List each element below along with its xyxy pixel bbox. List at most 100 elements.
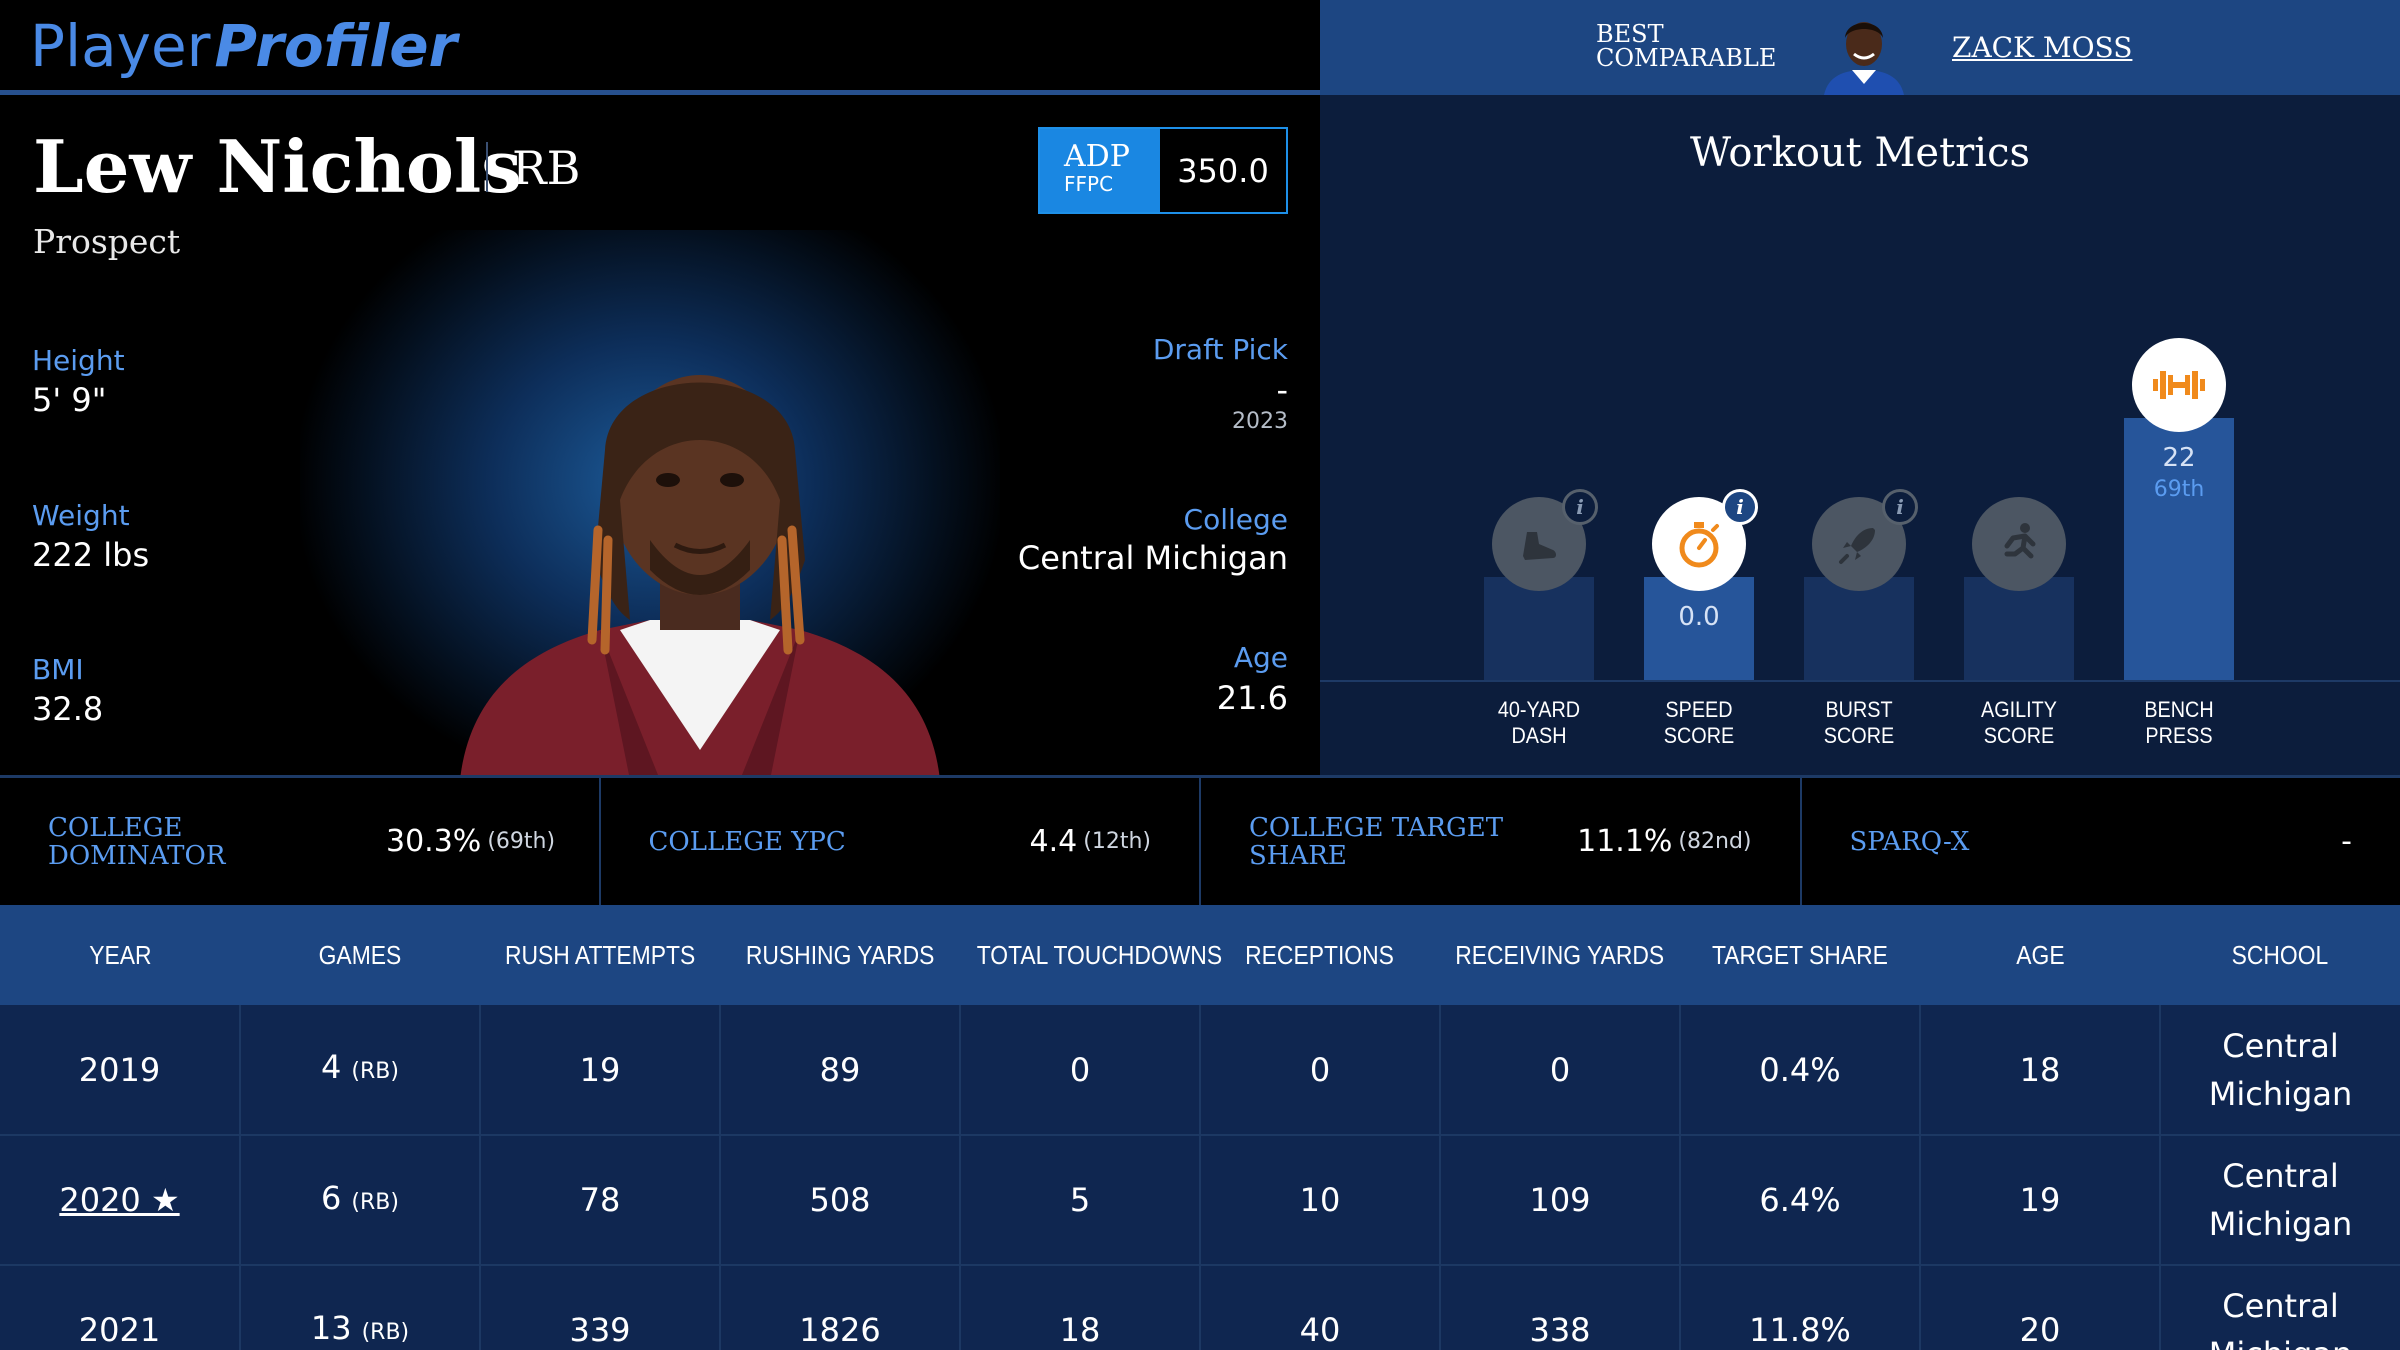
best-comparable-bar: BEST COMPARABLE ZACK MOSS <box>1320 0 2400 95</box>
site-logo[interactable]: PlayerProfiler <box>30 14 457 78</box>
adp-label-block: ADP FFPC <box>1040 129 1160 212</box>
column-header-games[interactable]: GAMES <box>240 905 480 1005</box>
metric-agility-score: AGILITY SCORE <box>1964 95 2074 775</box>
player-profile-panel: PlayerProfiler Lew Nichols RB Prospect A… <box>0 0 1320 775</box>
weight-value: 222 lbs <box>32 536 150 574</box>
cell-receiving-yards: 109 <box>1440 1135 1681 1266</box>
stat-value: 4.4 <box>1029 824 1078 859</box>
column-header-rushing-yards[interactable]: RUSHING YARDS <box>720 905 960 1005</box>
table-row: 2020 ★ 6 (RB) 78 508 5 10 109 6.4% 19 Cen… <box>0 1135 2400 1266</box>
cell-rushing-yards: 1826 <box>720 1265 961 1350</box>
runner-icon <box>1972 497 2066 591</box>
stat-value: 11.1% <box>1577 824 1673 859</box>
cell-games: 4 (RB) <box>240 1005 481 1136</box>
player-name: Lew Nichols <box>33 124 522 209</box>
cell-target-share: 6.4% <box>1680 1135 1921 1266</box>
table-row: 2021 13 (RB) 339 1826 18 40 338 11.8% 20 … <box>0 1265 2400 1350</box>
cell-year: 2019 <box>0 1005 241 1136</box>
cell-total-touchdowns: 18 <box>960 1265 1201 1350</box>
info-icon[interactable]: i <box>1562 489 1598 525</box>
column-header-receptions[interactable]: RECEPTIONS <box>1200 905 1440 1005</box>
age-label: Age <box>1233 641 1288 674</box>
table-row: 2019 4 (RB) 19 89 0 0 0 0.4% 18 Central M… <box>0 1005 2400 1136</box>
cell-rush-attempts: 78 <box>480 1135 721 1266</box>
cell-games: 6 (RB) <box>240 1135 481 1266</box>
stopwatch-icon <box>1652 497 1746 591</box>
cell-rushing-yards: 89 <box>720 1005 961 1136</box>
cell-receptions: 40 <box>1200 1265 1441 1350</box>
cell-receptions: 10 <box>1200 1135 1441 1266</box>
best-comparable-label: BEST COMPARABLE <box>1596 20 1777 72</box>
metric-label: BENCH PRESS <box>2144 697 2214 748</box>
metric-percentile: 69th <box>2153 477 2205 502</box>
sparq-x-stat: SPARQ-X - <box>1802 778 2400 905</box>
year-link[interactable]: 2020 ★ <box>59 1181 180 1219</box>
career-stats-table: YEAR GAMES RUSH ATTEMPTS RUSHING YARDS T… <box>0 905 2400 1350</box>
column-header-year[interactable]: YEAR <box>0 905 240 1005</box>
metric-bench-press: 22 69th BENCH PRESS <box>2124 95 2234 775</box>
cell-total-touchdowns: 5 <box>960 1135 1201 1266</box>
metric-40-yard-dash: i 40-YARD DASH <box>1484 95 1598 775</box>
cell-school: Central Michigan <box>2160 1265 2400 1350</box>
cell-school: Central Michigan <box>2160 1135 2400 1266</box>
adp-label: ADP <box>1064 139 1130 174</box>
college-target-share-value: 11.1% (82nd) <box>1577 778 1751 905</box>
college-target-share-label: COLLEGE TARGET SHARE <box>1249 812 1504 871</box>
table-header-row: YEAR GAMES RUSH ATTEMPTS RUSHING YARDS T… <box>0 905 2400 1005</box>
sparq-x-label: SPARQ-X <box>1849 826 1970 857</box>
cell-rushing-yards: 508 <box>720 1135 961 1266</box>
info-icon[interactable]: i <box>1882 489 1918 525</box>
metric-label: AGILITY SCORE <box>1981 697 2057 748</box>
metric-bar <box>2124 418 2234 680</box>
height-label: Height <box>32 344 125 377</box>
column-header-receiving-yards[interactable]: RECEIVING YARDS <box>1440 905 1680 1005</box>
comparable-player-link[interactable]: ZACK MOSS <box>1952 31 2133 64</box>
cell-year: 2020 ★ <box>0 1135 241 1266</box>
sparq-x-value: - <box>2341 778 2352 905</box>
stat-value: - <box>2341 824 2352 859</box>
college-dominator-value: 30.3% (69th) <box>386 778 555 905</box>
draft-pick-label: Draft Pick <box>1152 333 1288 366</box>
metric-value: 0.0 <box>1678 602 1720 632</box>
column-header-school[interactable]: SCHOOL <box>2160 905 2400 1005</box>
adp-badge: ADP FFPC 350.0 <box>1038 127 1288 214</box>
cell-year: 2021 <box>0 1265 241 1350</box>
metric-burst-score: i BURST SCORE <box>1804 95 1918 775</box>
column-header-target-share[interactable]: TARGET SHARE <box>1680 905 1920 1005</box>
stat-rank: (12th) <box>1083 829 1151 854</box>
age-value: 21.6 <box>1216 679 1288 717</box>
bmi-label: BMI <box>32 653 84 686</box>
column-header-rush-attempts[interactable]: RUSH ATTEMPTS <box>480 905 720 1005</box>
college-dominator-label: COLLEGE DOMINATOR <box>48 812 226 871</box>
metric-value: 22 <box>2162 443 2196 473</box>
cell-rush-attempts: 19 <box>480 1005 721 1136</box>
cell-age: 19 <box>1920 1135 2161 1266</box>
draft-pick-value: - <box>1276 371 1288 409</box>
comparable-avatar[interactable] <box>1816 8 1912 95</box>
cell-receptions: 0 <box>1200 1005 1441 1136</box>
dumbbell-icon <box>2132 338 2226 432</box>
metric-bar <box>1964 577 2074 680</box>
stat-rank: (69th) <box>487 829 556 854</box>
college-ypc-stat: COLLEGE YPC 4.4 (12th) <box>601 778 1201 905</box>
metric-bar <box>1484 577 1594 680</box>
cell-age: 20 <box>1920 1265 2161 1350</box>
cell-age: 18 <box>1920 1005 2161 1136</box>
info-icon[interactable]: i <box>1722 489 1758 525</box>
height-value: 5' 9" <box>32 381 107 419</box>
college-target-share-stat: COLLEGE TARGET SHARE 11.1% (82nd) <box>1201 778 1802 905</box>
workout-baseline <box>1320 680 2400 682</box>
metric-label: BURST SCORE <box>1823 697 1895 748</box>
college-ypc-label: COLLEGE YPC <box>648 826 846 857</box>
logo-part-profiler: Profiler <box>214 12 458 80</box>
college-ypc-value: 4.4 (12th) <box>1030 778 1151 905</box>
cell-school: Central Michigan <box>2160 1005 2400 1136</box>
metric-bar <box>1644 577 1754 680</box>
column-header-total-touchdowns[interactable]: TOTAL TOUCHDOWNS <box>960 905 1222 1005</box>
cell-target-share: 11.8% <box>1680 1265 1921 1350</box>
player-photo <box>460 375 940 775</box>
stat-rank: (82nd) <box>1678 829 1752 854</box>
cell-receiving-yards: 0 <box>1440 1005 1681 1136</box>
column-header-age[interactable]: AGE <box>1920 905 2160 1005</box>
metric-label: SPEED SCORE <box>1663 697 1735 748</box>
